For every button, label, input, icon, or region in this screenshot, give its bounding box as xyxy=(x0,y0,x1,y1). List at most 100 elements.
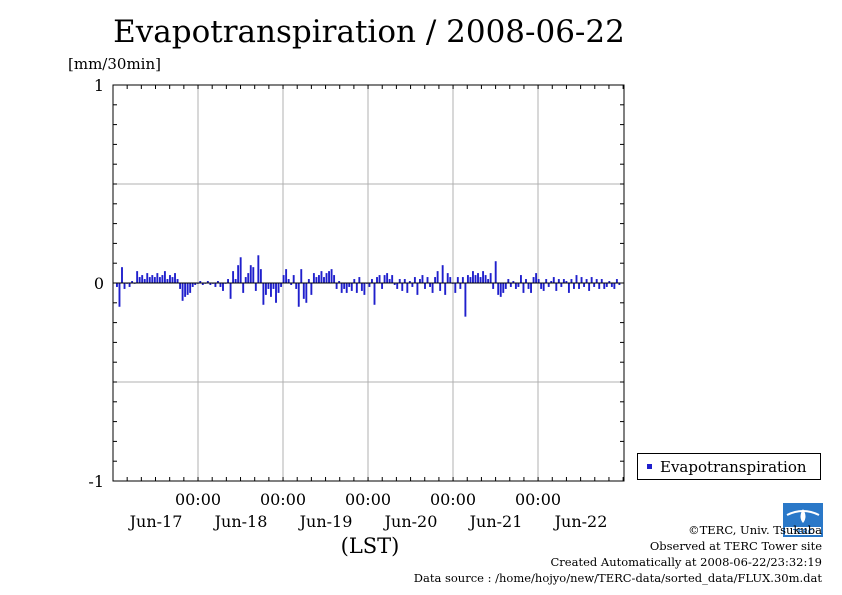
bar xyxy=(547,283,550,287)
x-tick-time-label: 00:00 xyxy=(174,490,222,509)
bar xyxy=(328,271,330,283)
bar xyxy=(330,269,333,283)
bar xyxy=(456,277,459,283)
bar xyxy=(608,281,611,283)
bar xyxy=(360,283,363,291)
bar xyxy=(376,277,378,283)
bar xyxy=(406,283,409,293)
bar xyxy=(472,271,474,283)
bar xyxy=(474,275,477,283)
bar xyxy=(522,283,525,293)
bar xyxy=(403,279,406,283)
bar xyxy=(146,273,149,283)
bar xyxy=(459,283,462,289)
bar xyxy=(393,283,396,285)
bar xyxy=(517,283,520,287)
bar xyxy=(355,283,358,293)
bar xyxy=(343,283,346,289)
bar xyxy=(411,283,414,287)
bar xyxy=(504,283,507,289)
bar xyxy=(264,283,267,295)
bar xyxy=(277,283,280,293)
bar xyxy=(446,273,449,283)
bar xyxy=(396,283,399,289)
bar xyxy=(429,283,431,287)
bar xyxy=(419,279,421,283)
bar xyxy=(492,283,495,289)
bar xyxy=(275,283,277,303)
bar xyxy=(270,283,272,297)
bar xyxy=(436,271,439,283)
bar xyxy=(191,283,194,287)
bar xyxy=(527,283,530,289)
bar xyxy=(297,283,300,307)
bar xyxy=(252,267,255,283)
x-tick-date-label: Jun-21 xyxy=(469,512,523,531)
bar xyxy=(237,265,240,283)
bar xyxy=(292,275,295,283)
bar xyxy=(509,283,512,287)
bar xyxy=(605,283,608,287)
bar xyxy=(123,283,126,289)
bar xyxy=(484,275,487,283)
bar xyxy=(128,283,131,287)
bar xyxy=(234,279,237,283)
bar xyxy=(176,279,179,283)
bar xyxy=(421,275,424,283)
bar xyxy=(565,281,568,283)
bar xyxy=(595,279,598,283)
bar xyxy=(580,277,583,283)
bar xyxy=(426,277,429,283)
bar xyxy=(550,281,553,283)
bar xyxy=(388,279,391,283)
bar xyxy=(573,283,575,289)
bar xyxy=(158,277,161,283)
source-text: Data source : /home/hojyo/new/TERC-data/… xyxy=(413,571,822,585)
bar xyxy=(209,283,212,285)
legend: Evapotranspiration xyxy=(637,453,821,480)
bar xyxy=(540,283,543,289)
svg-text:TERC: TERC xyxy=(793,528,813,536)
bar xyxy=(371,279,373,283)
bar xyxy=(588,283,591,291)
bar xyxy=(381,283,384,289)
observed-text: Observed at TERC Tower site xyxy=(649,539,822,553)
bar xyxy=(464,283,467,317)
bar xyxy=(593,283,596,287)
bar xyxy=(267,283,270,289)
bar xyxy=(525,279,527,283)
bar xyxy=(184,283,187,297)
bar xyxy=(477,273,479,283)
bar xyxy=(138,277,141,283)
bar xyxy=(353,279,356,283)
bar xyxy=(247,273,250,283)
bar xyxy=(169,275,171,283)
bar xyxy=(229,283,232,299)
terc-logo-icon: TERC xyxy=(783,503,823,537)
axis-ticks xyxy=(112,84,624,482)
bar xyxy=(244,277,247,283)
bar xyxy=(285,269,288,283)
bar xyxy=(118,283,121,307)
bar xyxy=(181,283,184,301)
bar xyxy=(545,279,548,283)
bar xyxy=(530,283,532,293)
bar xyxy=(232,271,235,283)
bar xyxy=(615,279,618,283)
bar xyxy=(499,283,502,297)
bar xyxy=(194,283,197,285)
bar xyxy=(280,283,283,287)
bar xyxy=(598,283,601,289)
bar xyxy=(335,283,338,289)
bar xyxy=(156,273,159,283)
bar xyxy=(494,261,497,283)
bar xyxy=(567,283,570,293)
bar xyxy=(479,277,482,283)
bar xyxy=(310,283,313,295)
bar xyxy=(461,277,464,283)
bar xyxy=(318,275,320,283)
created-text: Created Automatically at 2008-06-22/23:3… xyxy=(550,555,823,569)
bar xyxy=(116,283,118,287)
bar xyxy=(242,283,245,293)
bar xyxy=(295,283,298,289)
